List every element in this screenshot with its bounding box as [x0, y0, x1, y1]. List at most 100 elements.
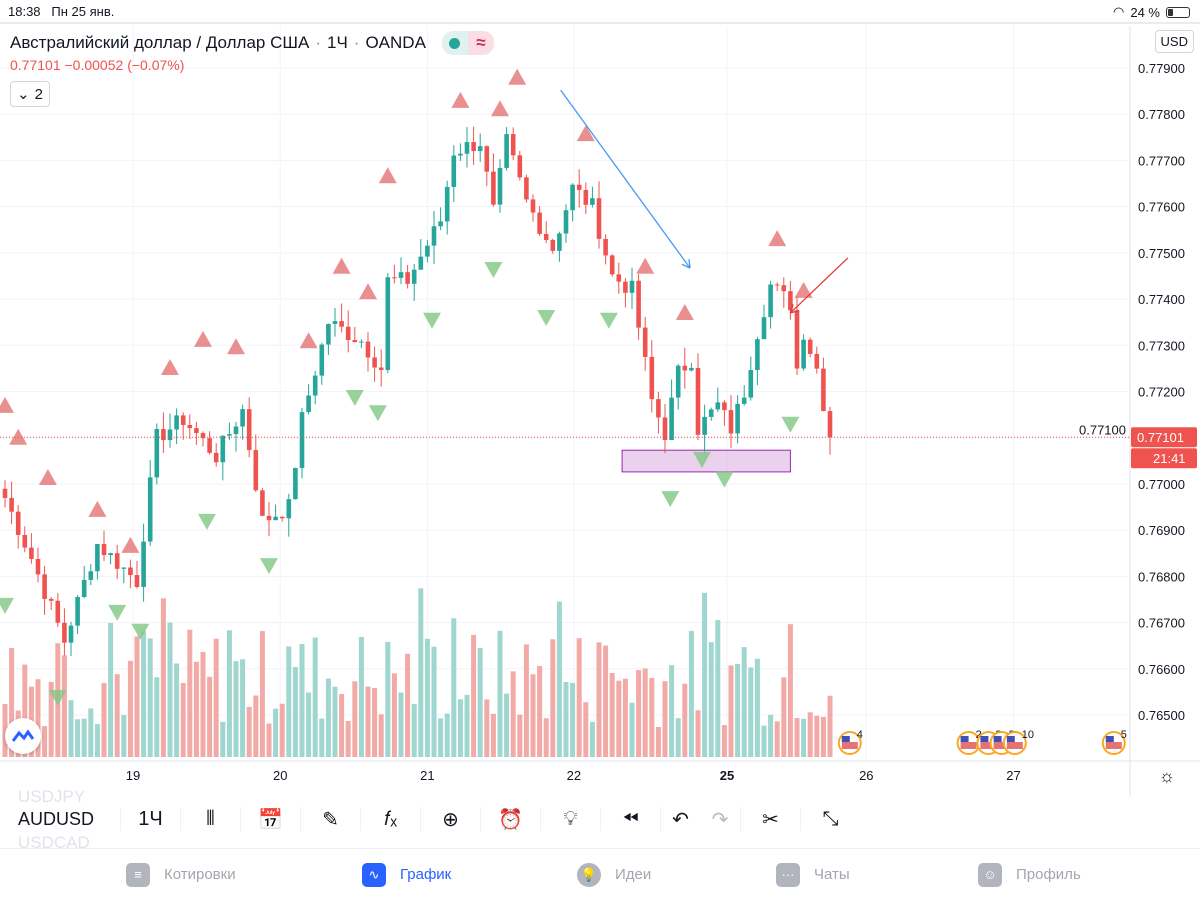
volume-bar — [708, 642, 714, 757]
market-status[interactable]: ≈ — [441, 31, 494, 55]
undo-icon[interactable]: ↶ — [660, 806, 700, 832]
tab-profile[interactable]: ☺ Профиль — [978, 862, 1081, 887]
economic-event-icon[interactable]: 5 — [1101, 729, 1127, 755]
candle-body — [42, 574, 47, 599]
volume-bar — [365, 686, 371, 757]
sell-signal-triangle — [121, 536, 140, 553]
sell-signal-triangle — [378, 167, 397, 184]
tab-chart[interactable]: ∿ График — [362, 862, 451, 887]
volume-bar — [735, 663, 741, 757]
tools-icon[interactable]: ✂ — [740, 806, 800, 832]
candle-body — [187, 424, 193, 429]
tab-quotes[interactable]: ≡ Котировки — [126, 862, 236, 887]
price-change: 0.77101 −0.00052 (−0.07%) — [10, 57, 184, 73]
last-price-label: 0.77101 — [1137, 430, 1184, 445]
pointer-arrow-head — [790, 309, 800, 314]
tab-ideas[interactable]: 💡 Идеи — [577, 862, 651, 887]
interval-button[interactable]: 1Ч — [120, 807, 180, 831]
candle-body — [471, 142, 476, 152]
candle-body — [240, 409, 245, 427]
volume-bar — [121, 714, 127, 757]
flag-canton — [980, 736, 989, 742]
volume-bar — [543, 718, 549, 757]
alarm-clock-icon[interactable]: ⏰ — [480, 806, 540, 832]
date-range-icon[interactable]: 📅 — [240, 806, 300, 832]
replay-rewind-icon[interactable]: ⏪︎ — [600, 807, 660, 831]
volume-bar — [48, 681, 54, 757]
wifi-icon: ◠ — [1113, 4, 1125, 19]
economic-event-icon[interactable]: 4 — [837, 729, 863, 755]
sell-signal-triangle — [675, 304, 694, 321]
volume-bar — [523, 644, 529, 757]
volume-bar — [273, 708, 279, 757]
volume-bar — [457, 699, 463, 757]
symbol-current[interactable]: AUDUSD — [18, 808, 95, 829]
volume-bar — [240, 659, 246, 757]
candle-body — [590, 198, 595, 205]
symbol-selector[interactable]: USDJPY AUDUSD USDCAD — [0, 787, 120, 852]
bottom-tab-bar: ≡ Котировки ∿ График 💡 Идеи ··· Чаты ☺ Профил… — [0, 848, 1200, 900]
chart-legend[interactable]: Австралийский доллар / Доллар США · 1Ч ·… — [10, 31, 494, 55]
volume-bar — [787, 624, 793, 757]
pointer-arrow — [789, 257, 849, 314]
volume-bar — [827, 695, 833, 757]
time-tick-label: 27 — [1006, 768, 1020, 783]
price-chart[interactable]: 0.77900 0.77800 0.77700 0.77600 0.77500 0.774… — [0, 26, 1200, 796]
candle-body — [233, 426, 239, 435]
price-tick-label: 0.76600 — [1138, 662, 1185, 677]
currency-button[interactable]: USD — [1154, 30, 1194, 53]
redo-icon[interactable]: ↷ — [711, 808, 729, 831]
battery-icon — [1166, 6, 1190, 18]
tab-chats[interactable]: ··· Чаты — [776, 862, 850, 887]
candle-body — [491, 171, 496, 205]
candle-body — [319, 344, 325, 376]
buy-signal-triangle — [781, 416, 800, 433]
symbol-next[interactable]: USDCAD — [18, 832, 90, 852]
trend-arrow-head — [688, 259, 691, 269]
candle-body — [702, 416, 707, 435]
volume-bar — [292, 667, 298, 757]
volume-bar — [662, 681, 668, 757]
us-flag-icon — [841, 742, 858, 749]
volume-bar — [35, 679, 41, 757]
volume-bar — [675, 718, 681, 757]
price-tick-label: 0.77400 — [1138, 292, 1185, 307]
fullscreen-icon[interactable]: ⤡ — [800, 807, 860, 831]
volume-bar — [339, 693, 345, 757]
buy-signal-triangle — [108, 604, 127, 621]
candle-body — [735, 403, 740, 434]
tradingview-logo-icon[interactable] — [5, 718, 41, 754]
time-tick-label: 26 — [859, 768, 873, 783]
volume-bar — [193, 661, 199, 757]
volume-bar — [279, 703, 285, 757]
tab-label: Котировки — [164, 866, 236, 883]
buy-signal-triangle — [260, 558, 278, 575]
add-plus-icon[interactable]: ⊕ — [420, 806, 480, 832]
candle-body — [695, 367, 701, 435]
price-tick-label: 0.77800 — [1138, 107, 1185, 122]
candle-body — [642, 327, 648, 357]
candle-body — [154, 429, 160, 478]
volume-bar — [576, 638, 582, 757]
candle-body — [88, 571, 94, 580]
idea-lightbulb-icon[interactable]: 💡︎ — [540, 807, 600, 831]
indicators-collapse-button[interactable]: ⌄ 2 — [10, 81, 50, 107]
sell-signal-triangle — [491, 100, 509, 117]
candle-body — [755, 339, 760, 371]
candle-body — [656, 399, 661, 418]
volume-bar — [741, 647, 747, 757]
candle-body — [662, 417, 668, 441]
candle-body — [299, 412, 305, 468]
symbol-prev[interactable]: USDJPY — [18, 786, 86, 806]
chat-bubble-icon: ··· — [776, 862, 800, 887]
volume-bar — [589, 721, 595, 757]
symbol-title[interactable]: Австралийский доллар / Доллар США — [10, 33, 310, 52]
settings-gear-icon[interactable]: ☼ — [1158, 766, 1176, 786]
drawing-pen-icon[interactable]: ✎ — [300, 806, 360, 832]
economic-event-icon[interactable]: 10 — [1002, 729, 1034, 755]
buy-signal-triangle — [692, 451, 711, 468]
chart-type-candles-icon[interactable]: ⫴ — [180, 807, 240, 831]
volume-bar — [345, 720, 351, 757]
indicators-fx-icon[interactable]: 𝑓ₓ — [360, 807, 420, 831]
price-tick-label: 0.76900 — [1138, 523, 1185, 538]
